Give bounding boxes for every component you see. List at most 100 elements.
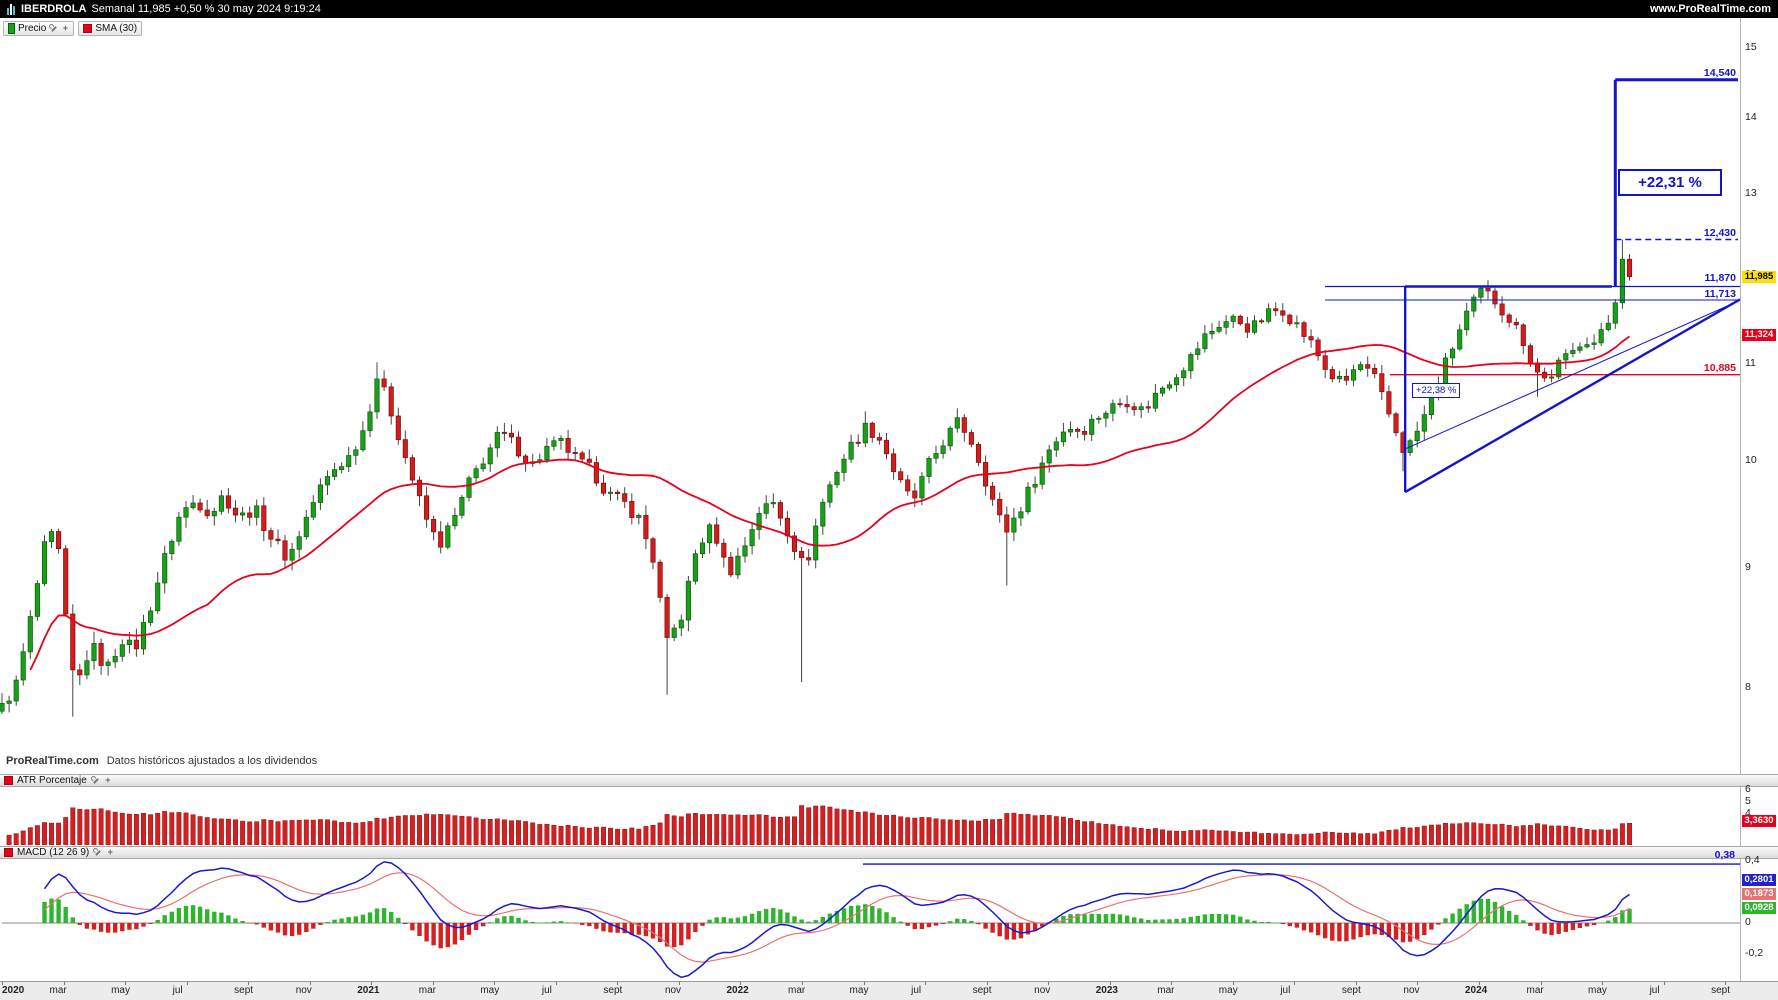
macd-hist-badge: 0,0928 <box>1742 902 1776 914</box>
wrench-icon[interactable] <box>49 24 58 33</box>
x-axis-label: sept <box>972 985 992 996</box>
macd-pane-header[interactable]: MACD (12 26 9) <box>0 846 1778 859</box>
x-axis-label: 2022 <box>726 985 749 996</box>
x-axis-tick <box>1356 982 1357 985</box>
macd-signal-badge: 0,1873 <box>1742 888 1776 900</box>
x-axis-label: mar <box>1526 985 1544 996</box>
axis-separator <box>1740 18 1741 1000</box>
x-axis-tick <box>310 982 311 985</box>
x-axis-tick <box>1417 982 1418 985</box>
x-axis-tick <box>2 982 3 985</box>
x-axis-label: nov <box>1403 985 1420 996</box>
x-axis-label: may <box>849 985 869 996</box>
x-axis-tick <box>925 982 926 985</box>
x-axis-tick <box>617 982 618 985</box>
x-axis-tick <box>1048 982 1049 985</box>
plus-icon[interactable] <box>61 24 69 33</box>
x-axis-label: sept <box>1341 985 1361 996</box>
x-axis-label: jul <box>911 985 922 996</box>
last-price-badge: 11,985 <box>1742 271 1776 283</box>
x-axis[interactable]: 2020 mar may jul sept nov 2021 mar may jul sept nov… <box>0 981 1778 1000</box>
x-axis-label: mar <box>788 985 806 996</box>
x-axis-tick <box>1725 982 1726 985</box>
triangle-percent-label[interactable]: +22,38 % <box>1412 383 1461 398</box>
x-axis-label: mar <box>1157 985 1175 996</box>
x-axis-tick <box>494 982 495 985</box>
instrument-name: IBERDROLA <box>21 3 87 15</box>
x-axis-label: jul <box>541 985 552 996</box>
x-axis-label: nov <box>295 985 312 996</box>
macd-level-label[interactable]: 0,38 <box>1714 849 1735 861</box>
level-label-14540[interactable]: 14,540 <box>1703 67 1736 79</box>
plus-icon[interactable] <box>104 776 112 785</box>
x-axis-label: 2020 <box>2 985 25 996</box>
x-axis-label: nov <box>664 985 682 996</box>
x-axis-label: nov <box>1034 985 1051 996</box>
x-axis-tick <box>679 982 680 985</box>
x-axis-tick <box>987 982 988 985</box>
x-axis-label: may <box>1218 985 1238 996</box>
macd-pane-title: MACD (12 26 9) <box>17 847 90 858</box>
x-axis-label: jul <box>1649 985 1660 996</box>
x-axis-tick <box>1541 982 1542 985</box>
x-axis-tick <box>740 982 741 985</box>
atr-pane-header[interactable]: ATR Porcentaje <box>0 774 1778 787</box>
level-label-10885[interactable]: 10,885 <box>1703 362 1736 374</box>
website-link[interactable]: www.ProRealTime.com <box>1649 3 1771 15</box>
x-axis-tick <box>433 982 434 985</box>
level-label-11870[interactable]: 11,870 <box>1704 272 1736 284</box>
atr-value-badge: 3,3630 <box>1742 815 1776 827</box>
x-axis-label: mar <box>49 985 67 996</box>
x-axis-label: jul <box>172 985 183 996</box>
macd-color-icon <box>4 848 13 857</box>
wrench-icon[interactable] <box>91 776 100 785</box>
x-axis-label: sept <box>1711 985 1731 996</box>
sma-chip-label: SMA (30) <box>95 23 138 34</box>
macd-line-badge: 0,2801 <box>1742 874 1776 886</box>
quote-info: Semanal 11,985 +0,50 % 30 may 2024 9:19:… <box>91 3 321 15</box>
x-axis-label: sept <box>603 985 623 996</box>
watermark: ProRealTime.com Datos históricos ajustado… <box>6 755 317 768</box>
sma-indicator-chip[interactable]: SMA (30) <box>78 21 143 36</box>
x-axis-tick <box>1233 982 1234 985</box>
x-axis-tick <box>1171 982 1172 985</box>
x-axis-tick <box>371 982 372 985</box>
indicator-chips: Precio SMA (30) <box>3 21 143 36</box>
level-label-11713[interactable]: 11,713 <box>1704 288 1736 300</box>
x-axis-label: sept <box>234 985 254 996</box>
x-axis-tick <box>187 982 188 985</box>
x-axis-tick <box>864 982 865 985</box>
x-axis-tick <box>1664 982 1665 985</box>
x-axis-label: mar <box>418 985 436 996</box>
atr-pane-title: ATR Porcentaje <box>17 775 87 786</box>
x-axis-tick <box>1602 982 1603 985</box>
title-bar: IBERDROLA Semanal 11,985 +0,50 % 30 may … <box>0 0 1778 18</box>
x-axis-tick <box>1110 982 1111 985</box>
plus-icon[interactable] <box>106 848 114 857</box>
x-axis-label: may <box>111 985 130 996</box>
price-indicator-chip[interactable]: Precio <box>3 21 75 36</box>
x-axis-label: 2023 <box>1095 985 1118 996</box>
x-axis-tick <box>125 982 126 985</box>
candle-icon <box>8 23 15 34</box>
x-axis-label: jul <box>1280 985 1291 996</box>
sma-color-icon <box>83 24 93 33</box>
measure-percent-label[interactable]: +22,31 % <box>1618 169 1722 196</box>
x-axis-tick <box>1294 982 1295 985</box>
app-logo-icon <box>7 3 15 15</box>
watermark-brand: ProRealTime.com <box>6 755 99 767</box>
level-label-12430[interactable]: 12,430 <box>1703 227 1736 239</box>
sma-value-badge: 11,324 <box>1742 329 1776 341</box>
watermark-note: Datos históricos ajustados a los dividen… <box>106 755 318 767</box>
wrench-icon[interactable] <box>93 848 102 857</box>
price-chip-label: Precio <box>18 23 47 34</box>
x-axis-tick <box>556 982 557 985</box>
atr-color-icon <box>4 776 13 785</box>
x-axis-label: 2021 <box>357 985 380 996</box>
x-axis-label: 2024 <box>1464 985 1488 996</box>
x-axis-tick <box>802 982 803 985</box>
x-axis-tick <box>1479 982 1480 985</box>
x-axis-label: may <box>480 985 500 996</box>
